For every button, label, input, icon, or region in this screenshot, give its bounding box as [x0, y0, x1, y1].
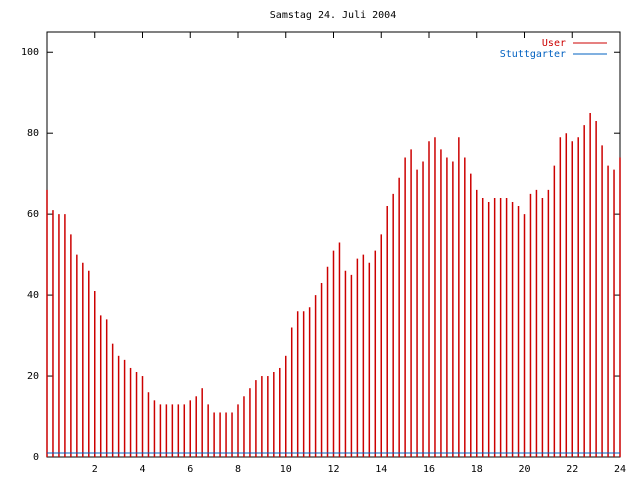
- x-tick-label: 10: [280, 464, 292, 475]
- x-tick-label: 6: [187, 464, 193, 475]
- x-tick-label: 18: [471, 464, 483, 475]
- y-tick-label: 100: [21, 47, 39, 58]
- y-tick-label: 80: [27, 128, 39, 139]
- chart-title: Samstag 24. Juli 2004: [270, 10, 396, 21]
- x-tick-label: 22: [566, 464, 578, 475]
- x-tick-label: 8: [235, 464, 241, 475]
- legend-label: Stuttgarter: [500, 49, 566, 60]
- x-tick-label: 4: [139, 464, 145, 475]
- x-tick-label: 2: [92, 464, 98, 475]
- x-tick-label: 14: [375, 464, 387, 475]
- x-tick-label: 20: [518, 464, 530, 475]
- legend-label: User: [542, 38, 566, 49]
- x-tick-label: 24: [614, 464, 626, 475]
- y-tick-label: 20: [27, 371, 39, 382]
- x-tick-label: 16: [423, 464, 435, 475]
- y-tick-label: 40: [27, 290, 39, 301]
- y-tick-label: 60: [27, 209, 39, 220]
- x-tick-label: 12: [327, 464, 339, 475]
- y-tick-label: 0: [33, 452, 39, 463]
